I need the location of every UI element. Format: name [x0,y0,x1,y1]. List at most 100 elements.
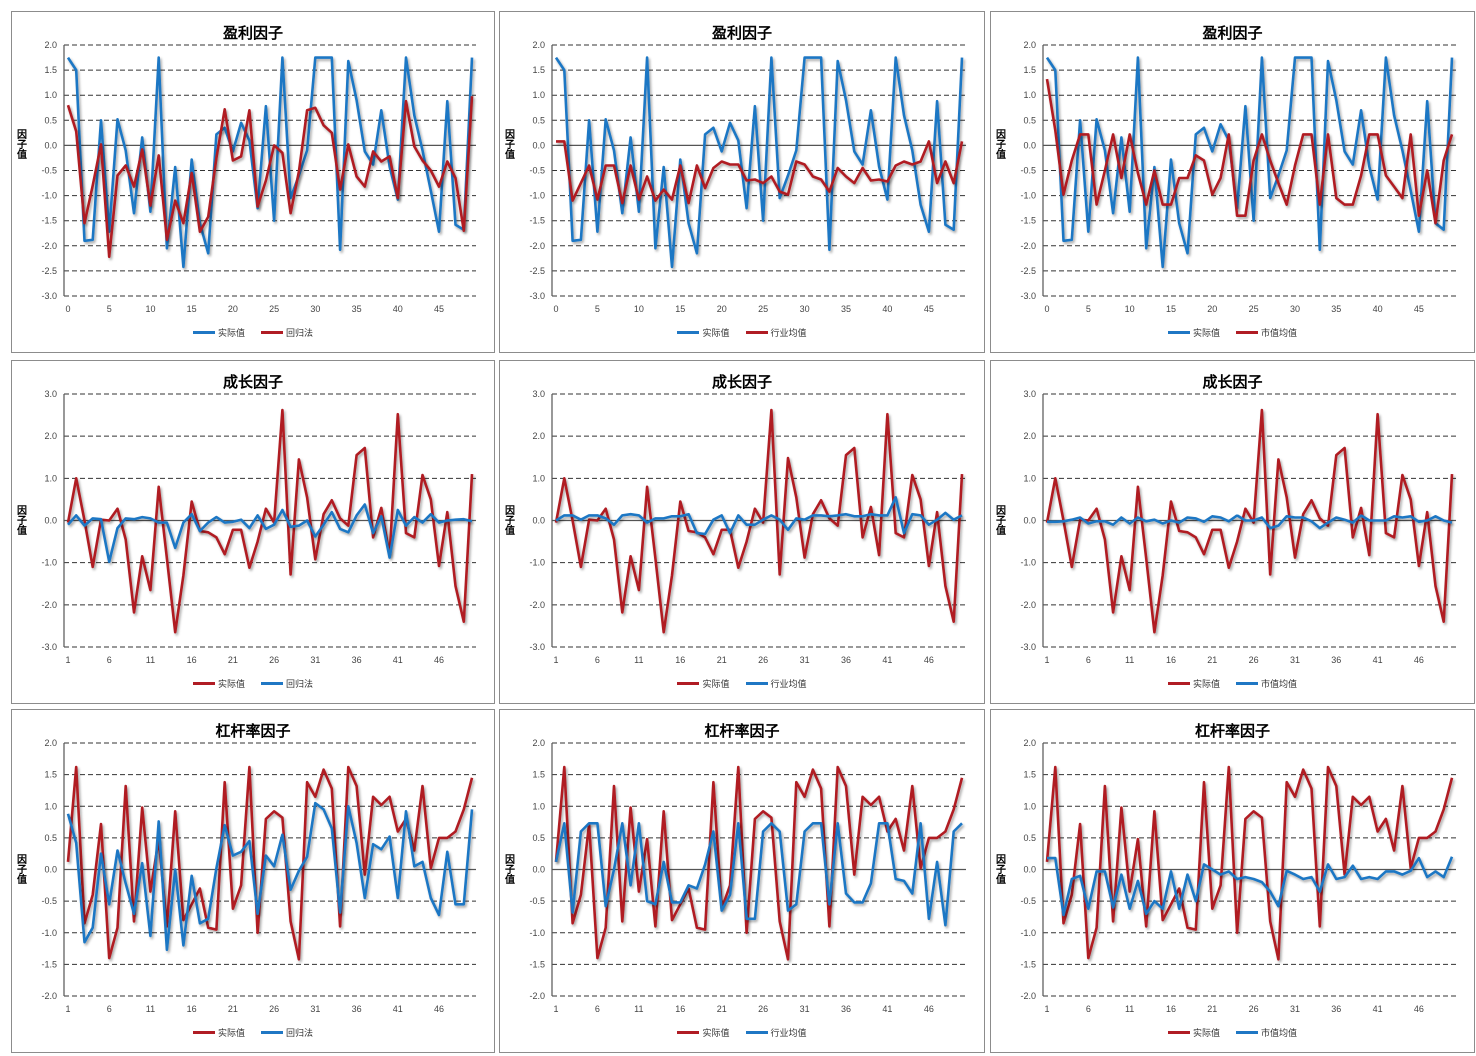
y-tick-label: -2.5 [41,266,57,276]
x-tick-label: 25 [758,304,768,314]
y-tick-label: 0.5 [44,833,57,843]
x-tick-label: 5 [595,304,600,314]
y-tick-label: 0.5 [44,115,57,125]
x-tick-label: 26 [758,655,768,665]
y-axis-label: 因子值 [17,505,27,537]
legend-item: 实际值 [1167,1026,1220,1039]
y-axis-label: 因子值 [505,854,515,886]
x-tick-label: 35 [841,304,851,314]
legend-label: 回归法 [286,1029,314,1039]
legend-swatch [1236,1031,1258,1034]
legend-label: 实际值 [217,329,245,339]
y-tick-label: 3.0 [44,389,57,399]
legend-item: 实际值 [192,677,245,690]
x-tick-label: 41 [882,655,892,665]
x-tick-label: 31 [310,1004,320,1014]
x-tick-label: 10 [1125,304,1135,314]
x-tick-label: 6 [595,655,600,665]
x-tick-label: 1 [553,1004,558,1014]
x-tick-label: 40 [882,304,892,314]
chart-panel-p22: 成长因子因子值 -3.0 -2.0 -1.0 0.0 1.0 2.0 3.0 1 6 11 16 21 2… [499,360,985,704]
y-tick-label: -0.5 [41,166,57,176]
x-tick-label: 16 [1166,655,1176,665]
chart-svg: -3.0 -2.5 -2.0 -1.5 -1.0 -0.5 0.0 0.5 1.0 1.5 2.0 0… [1020,40,1456,314]
chart-title: 盈利因子 [222,24,283,42]
x-tick-label: 6 [107,655,112,665]
y-tick-label: 2.0 [44,40,57,50]
x-tick-label: 30 [310,304,320,314]
legend-item: 实际值 [1167,326,1220,339]
y-tick-label: -1.0 [1020,558,1036,568]
y-tick-label: 2.0 [1023,40,1036,50]
series-line-0 [66,408,474,634]
legend-item: 回归法 [261,677,313,690]
chart-title: 成长因子 [222,373,283,391]
legend-label: 实际值 [702,1029,730,1039]
legend-label: 市值均值 [1261,329,1298,339]
chart-title: 成长因子 [1202,373,1263,391]
chart-legend: 实际值 市值均值 [991,1026,1474,1039]
y-tick-label: -1.0 [1020,928,1036,938]
y-tick-label: 1.0 [532,90,545,100]
legend-swatch [1236,331,1258,334]
legend-swatch [1167,682,1190,685]
chart-legend: 实际值 回归法 [12,326,494,339]
x-tick-label: 16 [187,655,197,665]
y-tick-label: -2.5 [529,266,545,276]
legend-label: 实际值 [1192,329,1220,339]
legend-label: 实际值 [1192,1029,1220,1039]
legend-item: 市值均值 [1236,677,1297,690]
y-tick-label: -2.0 [1020,991,1036,1001]
x-tick-label: 21 [1207,655,1217,665]
legend-item: 回归法 [261,326,313,339]
y-tick-label: 0.0 [1023,140,1036,150]
y-tick-label: 3.0 [1023,389,1036,399]
series-line-1 [555,496,963,536]
chart-svg: -3.0-2.0-1.00.01.02.03.01 6 11 16 21 26 31 36 41… [1020,389,1456,665]
x-tick-label: 16 [1166,1004,1176,1014]
y-tick-label: 1.5 [532,65,545,75]
chart-panel-p13: 盈利因子因子值 -3.0 -2.5 -2.0 -1.5 -1.0 -0.5 0.0 0.5 1.0… [990,11,1475,353]
chart-panel-p11: 盈利因子因子值 -3.0 -2.5 -2.0 -1.5 -1.0 -0.5 0.0 0.5 1.0… [11,11,495,353]
legend-swatch [261,1031,283,1034]
x-tick-label: 21 [228,1004,238,1014]
y-tick-label: -1.5 [41,959,57,969]
legend-label: 实际值 [1192,680,1220,690]
legend-swatch [1236,682,1258,685]
y-tick-label: 2.0 [532,40,545,50]
legend-swatch [677,682,700,685]
y-tick-label: -0.5 [529,896,545,906]
chart-svg: -2.0-1.5-1.0-0.50.00.51.01.52.01 6 11 16 21 2… [529,738,966,1014]
x-tick-label: 40 [1373,304,1383,314]
x-tick-label: 41 [1373,655,1383,665]
x-tick-label: 6 [1086,655,1091,665]
y-axis-label: 因子值 [996,130,1006,162]
y-tick-label: -0.5 [529,166,545,176]
y-tick-label: -2.0 [529,600,545,610]
x-tick-label: 11 [1125,1004,1134,1014]
x-tick-label: 36 [1331,1004,1341,1014]
x-tick-label: 11 [634,655,643,665]
chart-title: 盈利因子 [1202,24,1263,42]
y-tick-label: 1.5 [1023,65,1036,75]
chart-svg: -3.0-2.0-1.00.01.02.03.01 6 11 16 21 26 31 36 41… [529,389,966,665]
legend-swatch [192,1031,215,1034]
legend-item: 行业均值 [745,326,807,339]
series-line-1 [67,503,473,564]
x-tick-label: 36 [1331,655,1341,665]
y-tick-label: 1.0 [44,473,57,483]
y-tick-label: -1.5 [1020,959,1036,969]
y-tick-label: 1.0 [44,801,57,811]
chart-panel-p33: 杠杆率因子因子值 -2.0 -1.5 -1.0 -0.5 0.0 0.5 1.0 1.5 2.0 1… [990,709,1475,1053]
y-tick-label: -1.0 [529,191,545,201]
legend-item: 实际值 [192,326,245,339]
x-tick-label: 1 [1044,1004,1049,1014]
x-tick-label: 26 [758,1004,768,1014]
legend-item: 市值均值 [1236,326,1297,339]
y-tick-label: -3.0 [1020,642,1036,652]
legend-label: 行业均值 [770,1029,807,1039]
y-axis-label: 因子值 [17,854,27,886]
chart-svg: -2.0-1.5-1.0-0.50.00.51.01.52.01 6 11 16 21 2… [1020,738,1456,1014]
y-tick-label: 0.0 [1023,516,1036,526]
x-tick-label: 46 [434,1004,444,1014]
